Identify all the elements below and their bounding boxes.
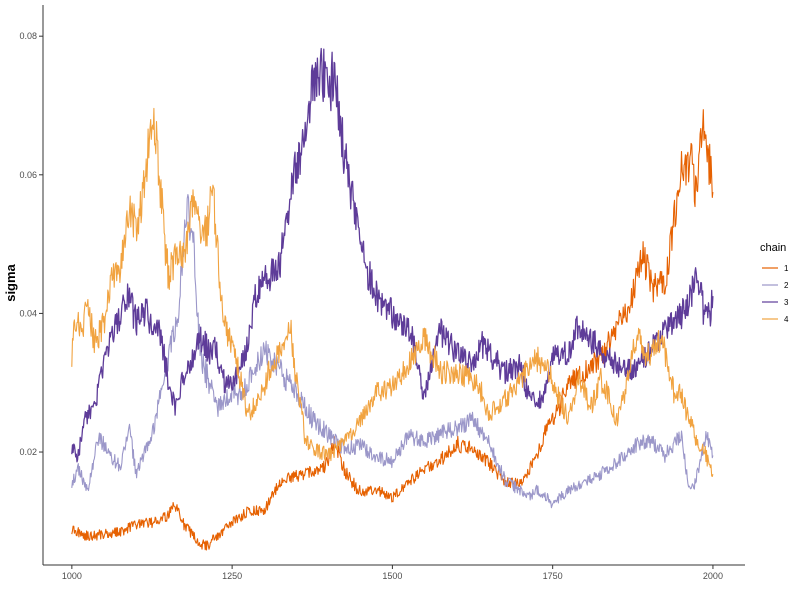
series-line-chain-2 [71,194,714,509]
x-ticks: 1000 1250 1500 1750 2000 [62,565,723,581]
legend-title: chain [760,242,786,254]
legend-label-chain-2: 2 [784,281,789,290]
legend-label-chain-3: 3 [784,298,789,307]
legend-items: 1 2 3 4 [762,264,789,324]
x-tick-label: 2000 [703,571,723,581]
legend-label-chain-1: 1 [784,264,789,273]
y-tick-label: 0.08 [19,31,37,41]
legend: chain 1 2 3 4 [760,242,789,324]
x-tick-label: 1500 [382,571,402,581]
legend-label-chain-4: 4 [784,315,789,324]
series-layer [71,47,714,551]
y-ticks: 0.02 0.04 0.06 0.08 [19,31,43,457]
series-line-chain-1 [71,109,714,551]
x-tick-label: 1750 [543,571,563,581]
y-tick-label: 0.04 [19,308,37,318]
x-tick-label: 1000 [62,571,82,581]
x-tick-label: 1250 [222,571,242,581]
series-line-chain-3 [71,47,714,463]
series-line-chain-4 [71,107,714,477]
y-tick-label: 0.06 [19,170,37,180]
y-tick-label: 0.02 [19,447,37,457]
y-axis-title: sigma [3,263,18,301]
